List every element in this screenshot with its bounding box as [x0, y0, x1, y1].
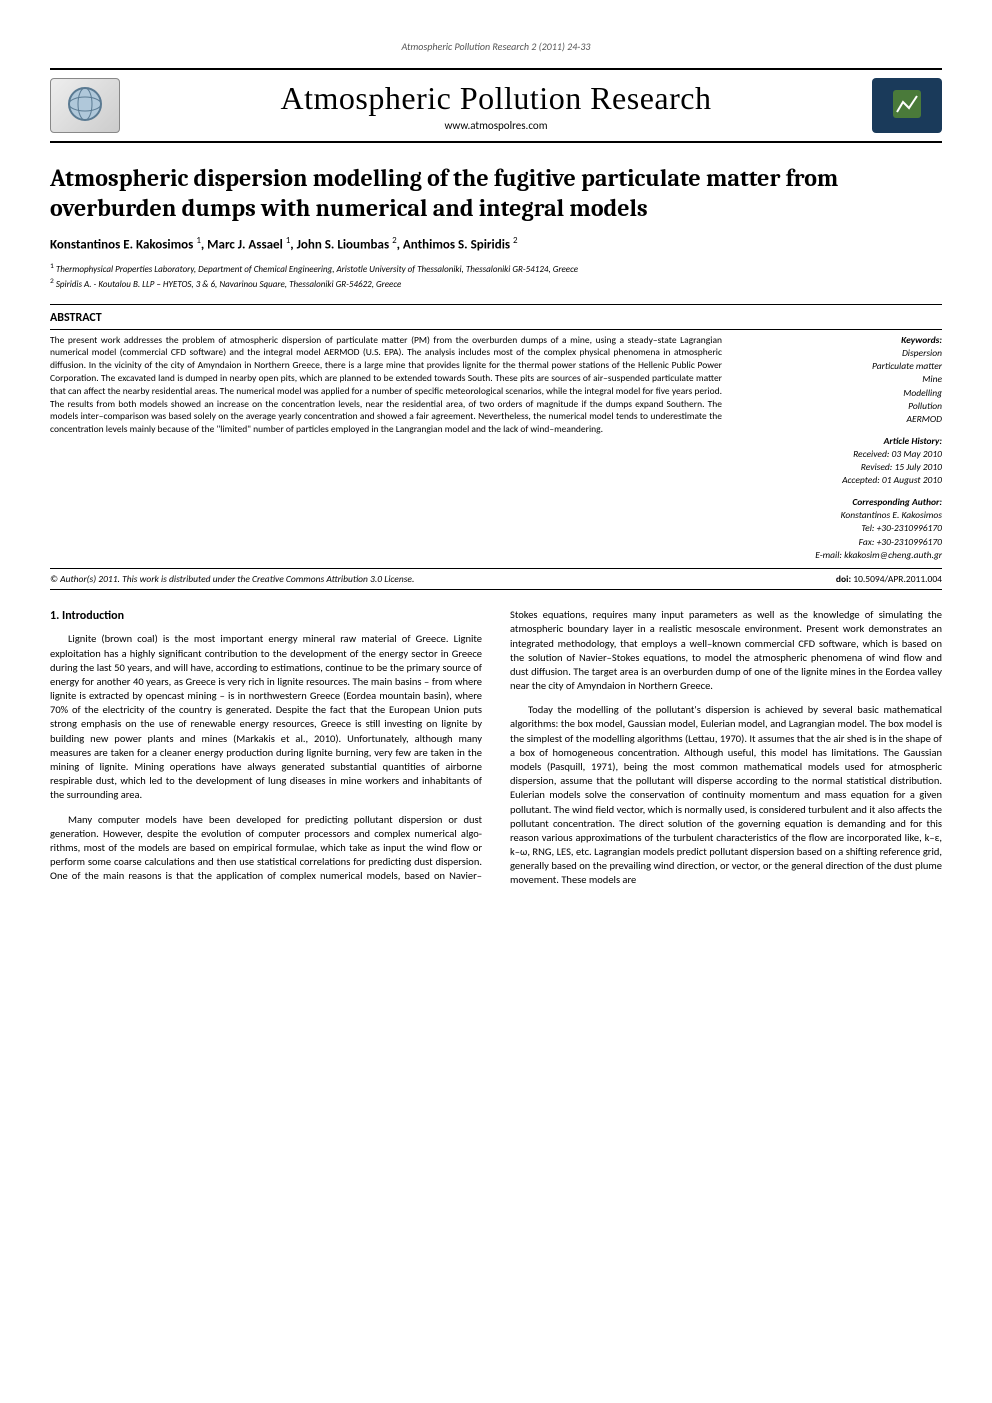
keyword-item: AERMOD [752, 413, 942, 426]
abstract-text: The present work addresses the problem o… [50, 334, 722, 563]
journal-title: Atmospheric Pollution Research [135, 80, 857, 117]
journal-title-block: Atmospheric Pollution Research www.atmos… [135, 80, 857, 132]
article-title: Atmospheric dispersion modelling of the … [50, 163, 942, 223]
history-revised: Revised: 15 July 2010 [752, 461, 942, 474]
corresponding-email: E-mail: kkakosim@cheng.auth.gr [752, 549, 942, 562]
history-received: Received: 03 May 2010 [752, 448, 942, 461]
authors: Konstantinos E. Kakosimos 1, Marc J. Ass… [50, 235, 942, 252]
journal-header: Atmospheric Pollution Research www.atmos… [50, 68, 942, 143]
divider [50, 329, 942, 330]
journal-url: www.atmospolres.com [135, 119, 857, 132]
divider [50, 568, 942, 569]
license-row: © Author(s) 2011. This work is distribut… [50, 573, 942, 585]
abstract-heading: ABSTRACT [50, 311, 942, 325]
body-columns: 1. Introduction Lignite (brown coal) is … [50, 608, 942, 890]
license-text: © Author(s) 2011. This work is distribut… [50, 573, 414, 585]
divider [50, 304, 942, 305]
journal-logo-left [50, 78, 120, 133]
keyword-item: Mine [752, 373, 942, 386]
journal-logo-right [872, 78, 942, 133]
corresponding-name: Konstantinos E. Kakosimos [752, 509, 942, 522]
keyword-item: Modelling [752, 387, 942, 400]
globe-icon [65, 84, 105, 127]
intro-heading: 1. Introduction [50, 608, 482, 624]
doi-label: doi: [836, 573, 851, 585]
corresponding-tel: Tel: +30-2310996170 [752, 522, 942, 535]
corresponding-heading: Corresponding Author: [752, 496, 942, 509]
running-head: Atmospheric Pollution Research 2 (2011) … [50, 40, 942, 53]
history-heading: Article History: [752, 435, 942, 448]
doi: doi: 10.5094/APR.2011.004 [836, 573, 942, 585]
abstract-block: The present work addresses the problem o… [50, 334, 942, 563]
affiliations: 1 Thermophysical Properties Laboratory, … [50, 262, 942, 291]
body-paragraph: Lignite (brown coal) is the most importa… [50, 632, 482, 802]
badge-icon [887, 84, 927, 127]
doi-value: 10.5094/APR.2011.004 [853, 573, 942, 585]
history-accepted: Accepted: 01 August 2010 [752, 474, 942, 487]
keyword-item: Pollution [752, 400, 942, 413]
keyword-item: Dispersion [752, 347, 942, 360]
divider [50, 589, 942, 590]
corresponding-fax: Fax: +30-2310996170 [752, 536, 942, 549]
body-paragraph: Today the modelling of the pollutant's d… [510, 703, 942, 887]
side-metadata: Keywords: DispersionParticulate matterMi… [752, 334, 942, 563]
keyword-item: Particulate matter [752, 360, 942, 373]
keywords-heading: Keywords: [752, 334, 942, 347]
